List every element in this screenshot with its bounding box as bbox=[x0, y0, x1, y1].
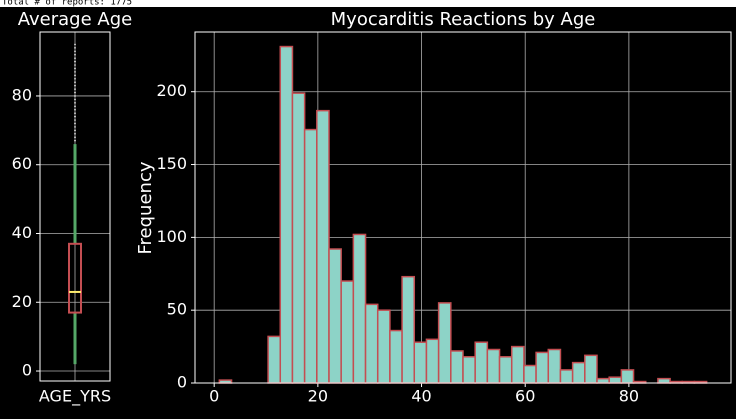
bar bbox=[340, 280, 355, 384]
bar bbox=[498, 356, 513, 384]
bar bbox=[316, 109, 330, 384]
bar bbox=[328, 248, 342, 384]
flier bbox=[74, 95, 76, 97]
bar bbox=[437, 302, 452, 384]
bar bbox=[450, 350, 464, 384]
bar bbox=[608, 376, 623, 384]
x-tick-label: 80 bbox=[619, 387, 639, 406]
y-tick-label: 40 bbox=[12, 223, 32, 242]
bar bbox=[413, 341, 428, 384]
bar bbox=[620, 369, 635, 384]
y-tick-label: 150 bbox=[156, 154, 187, 173]
flier bbox=[74, 132, 76, 135]
flier bbox=[74, 81, 76, 84]
x-tick-label: 20 bbox=[308, 387, 328, 406]
bar bbox=[584, 354, 598, 384]
box-title: Average Age bbox=[18, 9, 132, 30]
x-tick-label: 40 bbox=[411, 387, 431, 406]
flier bbox=[74, 119, 76, 121]
flier bbox=[74, 53, 76, 56]
flier bbox=[74, 139, 76, 142]
bar bbox=[303, 128, 318, 384]
bar bbox=[279, 45, 294, 384]
hist-title: Myocarditis Reactions by Age bbox=[331, 9, 596, 30]
flier bbox=[74, 43, 76, 46]
bar bbox=[267, 335, 282, 384]
x-tick-label: 60 bbox=[515, 387, 535, 406]
flier bbox=[74, 105, 76, 108]
y-tick-label: 0 bbox=[22, 361, 32, 380]
flier bbox=[74, 98, 76, 101]
bar bbox=[462, 356, 476, 384]
flier bbox=[74, 88, 76, 90]
bar bbox=[486, 348, 501, 384]
bar bbox=[389, 329, 403, 384]
flier bbox=[74, 102, 76, 104]
flier bbox=[74, 91, 76, 94]
flier bbox=[74, 84, 76, 87]
y-tick-label: 100 bbox=[156, 227, 187, 246]
bar bbox=[657, 377, 671, 384]
header-text: Total # of reports: 1775 bbox=[2, 0, 132, 8]
flier bbox=[74, 67, 76, 70]
bar bbox=[364, 303, 379, 384]
bar bbox=[376, 309, 391, 384]
flier bbox=[74, 108, 76, 111]
x-tick-label: 0 bbox=[209, 387, 219, 406]
y-tick-label: 20 bbox=[12, 292, 32, 311]
flier bbox=[74, 115, 76, 118]
frame bbox=[194, 31, 732, 384]
y-tick-label: 200 bbox=[156, 81, 187, 100]
bar bbox=[425, 338, 440, 384]
flier bbox=[74, 122, 76, 125]
y-tick-label: 0 bbox=[177, 373, 187, 392]
bar bbox=[474, 341, 489, 384]
y-tick-label: 60 bbox=[12, 154, 32, 173]
bar bbox=[596, 377, 610, 384]
flier bbox=[74, 77, 76, 80]
box bbox=[68, 242, 82, 314]
y-tick-label: 50 bbox=[167, 300, 187, 319]
flier bbox=[74, 57, 76, 59]
flier bbox=[74, 129, 76, 132]
flier bbox=[74, 64, 76, 66]
flier bbox=[74, 50, 76, 53]
bar bbox=[559, 369, 574, 384]
flier bbox=[74, 112, 76, 114]
flier bbox=[74, 47, 76, 49]
y-tick-label: 80 bbox=[12, 85, 32, 104]
flier bbox=[74, 60, 76, 63]
x-tick-label: AGE_YRS bbox=[39, 387, 111, 407]
bar bbox=[510, 345, 525, 384]
bar bbox=[401, 275, 416, 384]
frame bbox=[39, 31, 111, 382]
flier bbox=[74, 74, 76, 77]
bar bbox=[571, 361, 586, 384]
bar bbox=[523, 364, 537, 384]
bar bbox=[535, 351, 550, 384]
bar bbox=[291, 92, 306, 384]
bar bbox=[352, 233, 367, 384]
header-strip bbox=[0, 0, 736, 7]
flier bbox=[74, 71, 76, 73]
flier bbox=[74, 126, 76, 128]
y-axis-label: Frequency bbox=[135, 161, 156, 254]
flier bbox=[74, 136, 76, 139]
bar bbox=[547, 348, 562, 384]
